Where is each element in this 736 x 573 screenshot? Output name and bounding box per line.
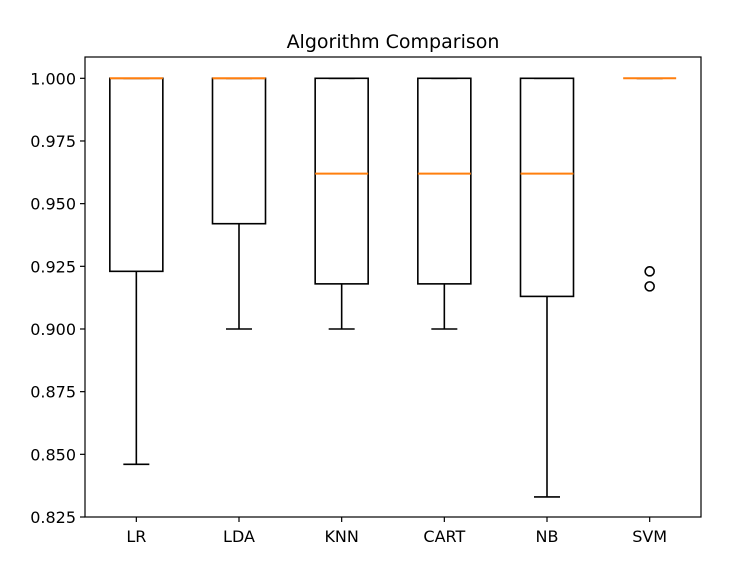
x-tick-label: LR [126, 527, 146, 546]
x-tick-label: SVM [632, 527, 667, 546]
x-tick-label: CART [423, 527, 465, 546]
lr-box [109, 77, 164, 273]
plot-area: 0.825 0.850 0.875 0.900 0.925 0.950 0.975 1.000… [30, 69, 677, 546]
x-tick-label: LDA [223, 527, 255, 546]
knn-box [314, 77, 369, 285]
lda-box [211, 77, 267, 225]
y-tick-label: 1.000 [30, 69, 76, 88]
svm-outlier-point [644, 281, 655, 292]
x-tick-label: NB [536, 527, 559, 546]
x-tick-label: KNN [324, 527, 358, 546]
cart-box [417, 77, 472, 285]
y-tick-label: 0.975 [30, 132, 76, 151]
y-tick-label: 0.900 [30, 320, 76, 339]
axes-frame [84, 56, 702, 518]
y-tick-label: 0.925 [30, 257, 76, 276]
nb-box [519, 77, 575, 298]
chart-title: Algorithm Comparison [287, 31, 500, 53]
y-tick-label: 0.825 [30, 508, 76, 527]
y-tick-label: 0.850 [30, 445, 76, 464]
y-tick-label: 0.875 [30, 383, 76, 402]
svm-outlier-point [644, 266, 655, 277]
y-tick-label: 0.950 [30, 195, 76, 214]
